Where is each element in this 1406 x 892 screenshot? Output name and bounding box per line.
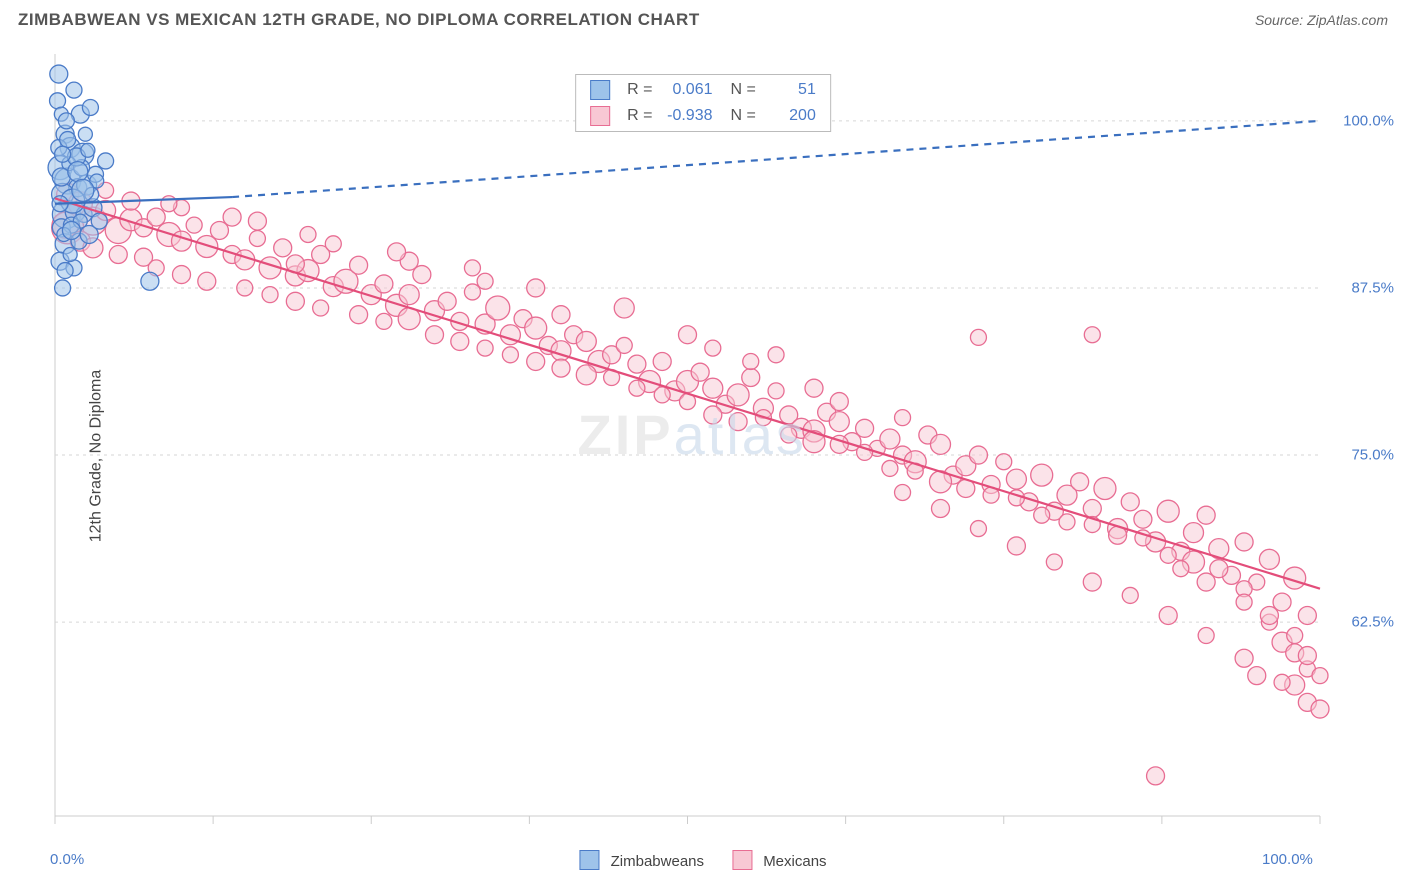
legend-swatch-2	[732, 850, 752, 870]
chart-title: ZIMBABWEAN VS MEXICAN 12TH GRADE, NO DIP…	[18, 10, 700, 30]
source-label: Source: ZipAtlas.com	[1255, 12, 1388, 28]
y-tick-label: 100.0%	[1343, 112, 1394, 129]
stats-row: R =-0.938N =200	[576, 103, 830, 129]
y-tick-label: 75.0%	[1351, 447, 1394, 464]
bottom-legend: Zimbabweans Mexicans	[579, 850, 826, 870]
stats-swatch	[590, 106, 610, 126]
y-tick-label: 87.5%	[1351, 279, 1394, 296]
legend-item-2: Mexicans	[732, 850, 827, 870]
x-tick-label: 0.0%	[50, 851, 84, 868]
stats-row: R =0.061N =51	[576, 77, 830, 103]
scatter-plot	[0, 36, 1406, 876]
legend-swatch-1	[579, 850, 599, 870]
stats-swatch	[590, 80, 610, 100]
y-tick-label: 62.5%	[1351, 614, 1394, 631]
stats-legend-box: R =0.061N =51R =-0.938N =200	[575, 74, 831, 132]
chart-container: 12th Grade, No Diploma ZIPatlas R =0.061…	[0, 36, 1406, 876]
x-tick-label: 100.0%	[1262, 851, 1313, 868]
legend-item-1: Zimbabweans	[579, 850, 704, 870]
